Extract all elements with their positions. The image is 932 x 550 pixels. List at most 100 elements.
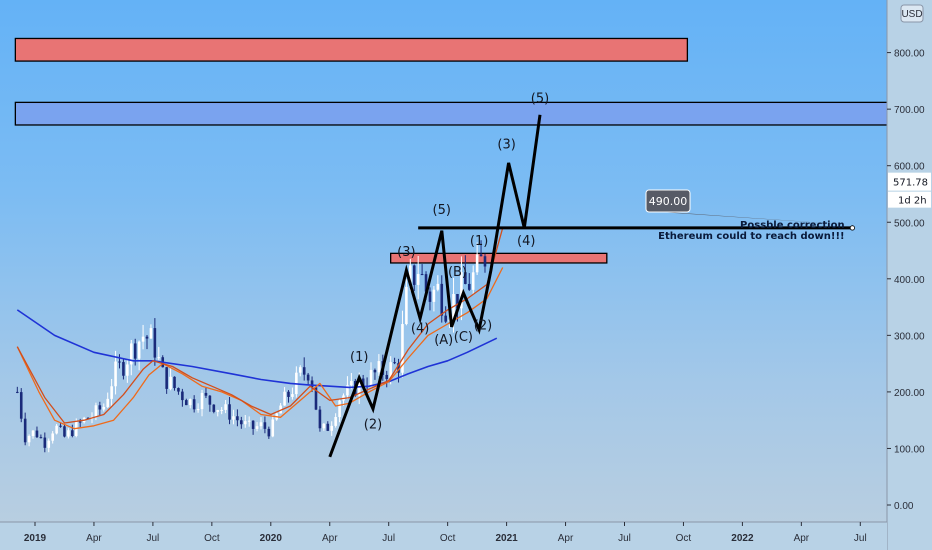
candle-body [23, 418, 27, 443]
candle-body [346, 385, 349, 396]
candle-body [412, 265, 416, 285]
candle-body [188, 399, 192, 406]
candle-body [291, 394, 294, 397]
candle-body [393, 362, 396, 364]
candle-body [409, 265, 412, 287]
candle-body [405, 286, 408, 325]
y-tick-label: 800.00 [894, 49, 925, 60]
candle-body [55, 425, 58, 434]
current-price-badge [888, 172, 931, 191]
candle-body [39, 437, 43, 439]
wave-label: (3) [397, 245, 415, 260]
x-tick-label: Apr [322, 533, 338, 544]
candle-body [126, 364, 129, 376]
candle-body [247, 420, 251, 422]
candle-body [306, 374, 310, 381]
candle-body [129, 343, 133, 365]
moving-average-line [16, 309, 498, 389]
candle-body [298, 367, 302, 373]
candle-body [47, 440, 51, 448]
candle-body [271, 419, 275, 437]
x-tick-label: Jul [382, 533, 395, 544]
candle-body [236, 416, 239, 421]
candle-body [133, 343, 137, 359]
candle-body [479, 254, 483, 257]
support-value-label: 490.00 [649, 195, 688, 208]
candle-body [350, 380, 353, 386]
candle-body [385, 374, 389, 379]
candle-body [464, 272, 467, 284]
candle-body [416, 274, 420, 285]
candle-body [98, 405, 102, 410]
time-axis: 2019 Apr Jul Oct 2020 Apr Jul Oct 2021 Apr Jul Oct 2… [0, 521, 887, 550]
y-tick-label: 200.00 [894, 388, 925, 399]
wave-label: (4) [411, 322, 429, 337]
y-tick-label: 500.00 [894, 218, 925, 229]
callout-anchor-dot [849, 225, 856, 231]
candle-body [373, 369, 377, 373]
candle-body [114, 361, 117, 387]
price-axis-bg [887, 0, 932, 550]
candle-body [71, 430, 74, 437]
candle-body [467, 283, 471, 290]
candle-body [157, 357, 161, 359]
x-tick-label: Apr [794, 533, 810, 544]
wave-label: (1) [350, 350, 368, 365]
countdown-badge [888, 191, 931, 208]
elliott-wave-path [328, 114, 542, 458]
currency-button[interactable] [900, 4, 924, 23]
candle-body [153, 328, 157, 358]
candle-body [16, 391, 19, 393]
candle-body [377, 361, 381, 373]
moving-average-line [16, 267, 504, 430]
support-value-callout [645, 189, 691, 213]
x-tick-label: Oct [204, 533, 220, 544]
x-tick-label: Apr [86, 533, 102, 544]
candle-body [255, 426, 259, 429]
candle-body [196, 409, 200, 411]
candle-body [334, 417, 337, 426]
candle-body [314, 387, 318, 410]
candle-body [483, 256, 487, 267]
x-tick-label: 2022 [731, 533, 754, 544]
candle-body [322, 423, 326, 429]
candle-body [122, 362, 125, 376]
currency-label: USD [901, 9, 922, 20]
candle-body [436, 283, 440, 290]
candle-body [283, 391, 286, 406]
wave-label: (5) [433, 203, 451, 218]
candle-body [232, 416, 235, 420]
candle-body [141, 336, 145, 342]
candle-body [177, 388, 180, 392]
y-tick-label: 0.00 [894, 501, 914, 512]
candle-body [428, 291, 432, 302]
candle-body [310, 380, 314, 388]
candle-body [145, 336, 149, 339]
candle-body [220, 409, 223, 411]
x-tick-label: Jul [618, 533, 631, 544]
candle-body [86, 417, 90, 419]
x-tick-label: Jul [147, 533, 160, 544]
wave-label: (2) [364, 418, 382, 433]
candle-body [59, 425, 62, 427]
candle-body [173, 376, 176, 389]
wave-label: (4) [517, 234, 535, 249]
candle-body [35, 430, 39, 438]
candle-body [212, 404, 216, 412]
candle-body [361, 378, 365, 387]
candles [16, 240, 487, 453]
candle-body [259, 422, 263, 427]
candle-body [110, 386, 113, 399]
candle-body [369, 369, 373, 387]
annotation-text: Possble correction [740, 220, 845, 231]
target-zone [14, 101, 887, 126]
candle-body [208, 395, 212, 405]
candle-body [94, 405, 98, 418]
candle-body [460, 272, 463, 309]
candle-body [240, 420, 243, 425]
plot-area: (1) (2) (3) (4) (5) (A) (B) (C) (1) (2) (3) (4) (5) 4… [14, 37, 887, 458]
candle-body [401, 324, 404, 373]
candle-body [43, 437, 47, 448]
